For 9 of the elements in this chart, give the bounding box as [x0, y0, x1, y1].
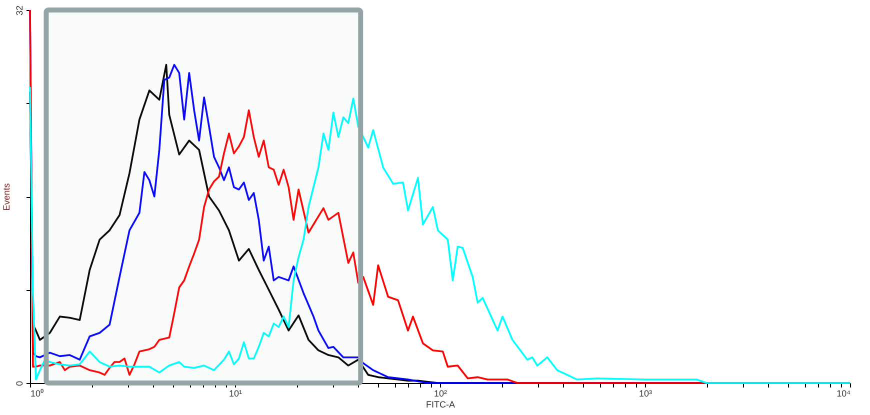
y-tick-label: 0: [14, 380, 24, 386]
x-axis-title: FITC-A: [426, 400, 455, 410]
x-tick-label: 10¹: [228, 388, 242, 398]
x-tick-label: 10⁰: [30, 388, 44, 398]
x-tick-label: 10⁴: [836, 388, 851, 398]
x-tick-label: 10³: [638, 388, 652, 398]
y-tick-label: 32: [14, 5, 24, 16]
x-tick-label: 10²: [434, 388, 448, 398]
y-axis-title: Events: [2, 182, 12, 211]
